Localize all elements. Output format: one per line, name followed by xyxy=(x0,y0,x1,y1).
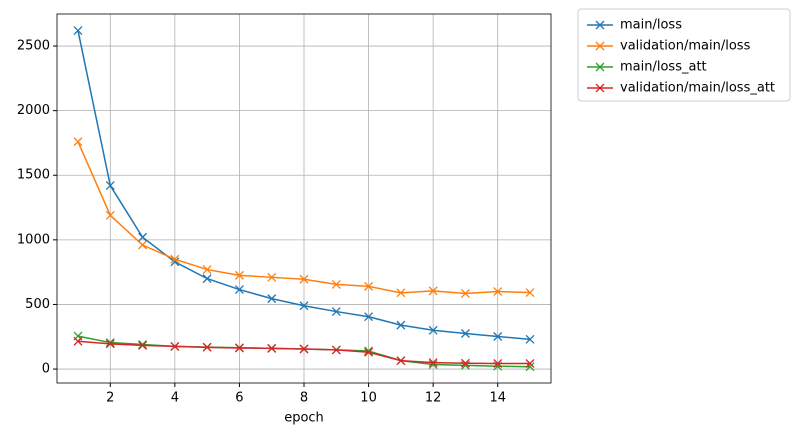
data-point xyxy=(525,288,535,298)
data-point xyxy=(105,210,115,220)
x-tick-label: 14 xyxy=(489,391,506,406)
data-point xyxy=(331,345,341,355)
x-tick-label: 6 xyxy=(235,391,243,406)
data-point xyxy=(525,334,535,344)
y-tick-label: 2500 xyxy=(17,39,50,54)
data-point xyxy=(364,281,374,291)
data-point xyxy=(170,257,180,267)
legend-marker xyxy=(595,20,605,30)
data-point xyxy=(364,347,374,357)
data-point xyxy=(396,320,406,330)
data-point xyxy=(364,312,374,322)
data-point xyxy=(138,340,148,350)
data-point xyxy=(170,254,180,264)
data-point xyxy=(299,301,309,311)
data-point xyxy=(267,294,277,304)
legend-box xyxy=(577,8,791,102)
data-point xyxy=(267,343,277,353)
data-point xyxy=(428,325,438,335)
data-point xyxy=(396,356,406,366)
data-point xyxy=(73,336,83,346)
data-point xyxy=(267,272,277,282)
y-tick-label: 1000 xyxy=(17,232,50,247)
data-point xyxy=(202,342,212,352)
data-point xyxy=(105,338,115,348)
data-point xyxy=(234,285,244,295)
data-point xyxy=(525,359,535,368)
x-tick-label: 2 xyxy=(106,391,114,406)
data-point xyxy=(170,341,180,351)
data-point xyxy=(331,307,341,317)
y-tick-label: 500 xyxy=(25,297,50,312)
data-point xyxy=(73,137,83,147)
legend-label: main/loss xyxy=(620,18,682,33)
x-tick-label: 8 xyxy=(300,391,308,406)
data-point xyxy=(493,287,503,296)
data-point xyxy=(460,358,470,368)
data-point xyxy=(428,286,438,296)
data-point xyxy=(299,274,309,284)
x-tick-label: 4 xyxy=(171,391,179,406)
data-point xyxy=(73,26,83,35)
x-tick-label: 12 xyxy=(425,391,442,406)
data-point xyxy=(460,329,470,338)
y-tick-label: 0 xyxy=(42,362,50,377)
data-point xyxy=(428,358,438,368)
data-point xyxy=(234,343,244,353)
plot-frame xyxy=(56,13,552,384)
x-tick-label: 10 xyxy=(360,391,377,406)
legend-marker xyxy=(595,41,605,51)
y-tick-label: 1500 xyxy=(17,168,50,183)
data-point xyxy=(460,289,470,298)
legend-marker xyxy=(595,83,605,93)
data-point xyxy=(396,288,406,298)
data-point xyxy=(493,359,503,368)
data-point xyxy=(202,265,212,275)
legend-label: validation/main/loss_att xyxy=(620,81,775,96)
data-point xyxy=(138,232,148,242)
data-point xyxy=(105,339,115,349)
data-point xyxy=(105,181,115,191)
y-tick-label: 2000 xyxy=(17,103,50,118)
data-point xyxy=(202,274,212,284)
data-point xyxy=(331,279,341,289)
data-point xyxy=(493,332,503,341)
data-point xyxy=(138,240,148,250)
legend-marker xyxy=(595,62,605,72)
legend-label: main/loss_att xyxy=(620,60,707,75)
x-axis-label: epoch xyxy=(284,411,324,426)
data-point xyxy=(234,270,244,280)
data-point xyxy=(299,344,309,354)
legend-label: validation/main/loss xyxy=(620,39,751,54)
